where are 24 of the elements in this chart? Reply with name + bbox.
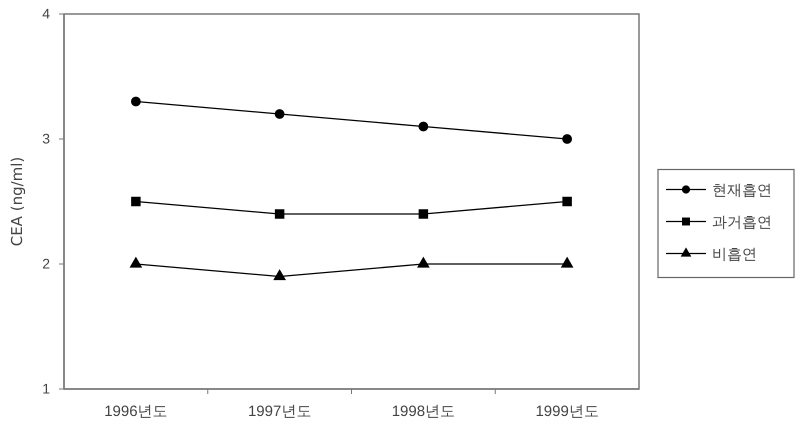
y-tick-label: 1: [42, 380, 50, 396]
point: [418, 122, 428, 132]
y-axis-title: CEA (ng/ml): [8, 156, 26, 246]
point: [131, 196, 141, 206]
point: [130, 96, 141, 106]
point: [274, 109, 285, 119]
x-tick-label: 1999년도: [535, 403, 599, 420]
point: [560, 256, 574, 268]
x-tick-label: 1996년도: [104, 403, 168, 420]
point: [417, 256, 430, 268]
point: [562, 196, 572, 206]
y-tick-label: 4: [42, 5, 50, 22]
legend-label: 비흡연: [712, 244, 757, 263]
y-tick-label: 2: [42, 255, 50, 272]
point: [273, 269, 286, 280]
point: [130, 256, 142, 268]
legend-label: 현재흡연: [712, 180, 772, 199]
x-tick-label: 1998년도: [392, 403, 456, 420]
point: [562, 134, 572, 144]
point: [418, 209, 428, 219]
point: [274, 209, 284, 219]
legend-label: 과거흡연: [712, 212, 772, 231]
x-tick-label: 1997년도: [248, 403, 312, 420]
y-tick-label: 3: [42, 130, 50, 146]
